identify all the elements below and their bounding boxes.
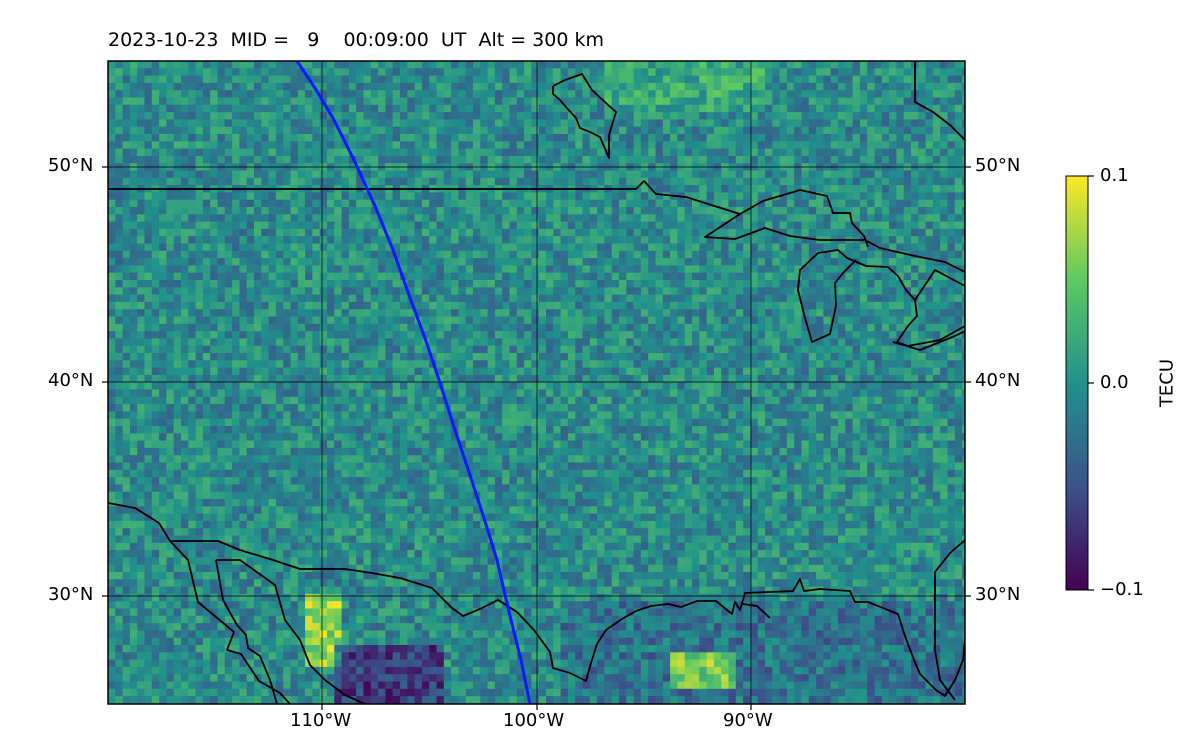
colorbar-title: TECU bbox=[1156, 358, 1178, 408]
lat-label-40n-left: 40°N bbox=[48, 370, 94, 391]
graticule bbox=[108, 61, 965, 704]
colorbar bbox=[1065, 175, 1094, 591]
colorbar-tick-max: 0.1 bbox=[1100, 165, 1129, 186]
map-title: 2023-10-23 MID = 9 00:09:00 UT Alt = 300… bbox=[108, 29, 604, 51]
lon-label-110w: 110°W bbox=[290, 710, 352, 731]
colorbar-tick-min: −0.1 bbox=[1100, 579, 1144, 600]
lat-label-40n-right: 40°N bbox=[975, 370, 1021, 391]
colorbar-tick-zero: 0.0 bbox=[1100, 372, 1129, 393]
lat-label-30n-left: 30°N bbox=[48, 584, 94, 605]
lat-label-50n-right: 50°N bbox=[975, 155, 1021, 176]
lat-label-50n-left: 50°N bbox=[48, 155, 94, 176]
tec-heatmap bbox=[108, 61, 965, 704]
coastlines bbox=[108, 61, 965, 704]
lon-label-90w: 90°W bbox=[723, 710, 773, 731]
lat-label-30n-right: 30°N bbox=[975, 584, 1021, 605]
lon-label-100w: 100°W bbox=[503, 710, 565, 731]
satellite-track bbox=[295, 61, 532, 704]
